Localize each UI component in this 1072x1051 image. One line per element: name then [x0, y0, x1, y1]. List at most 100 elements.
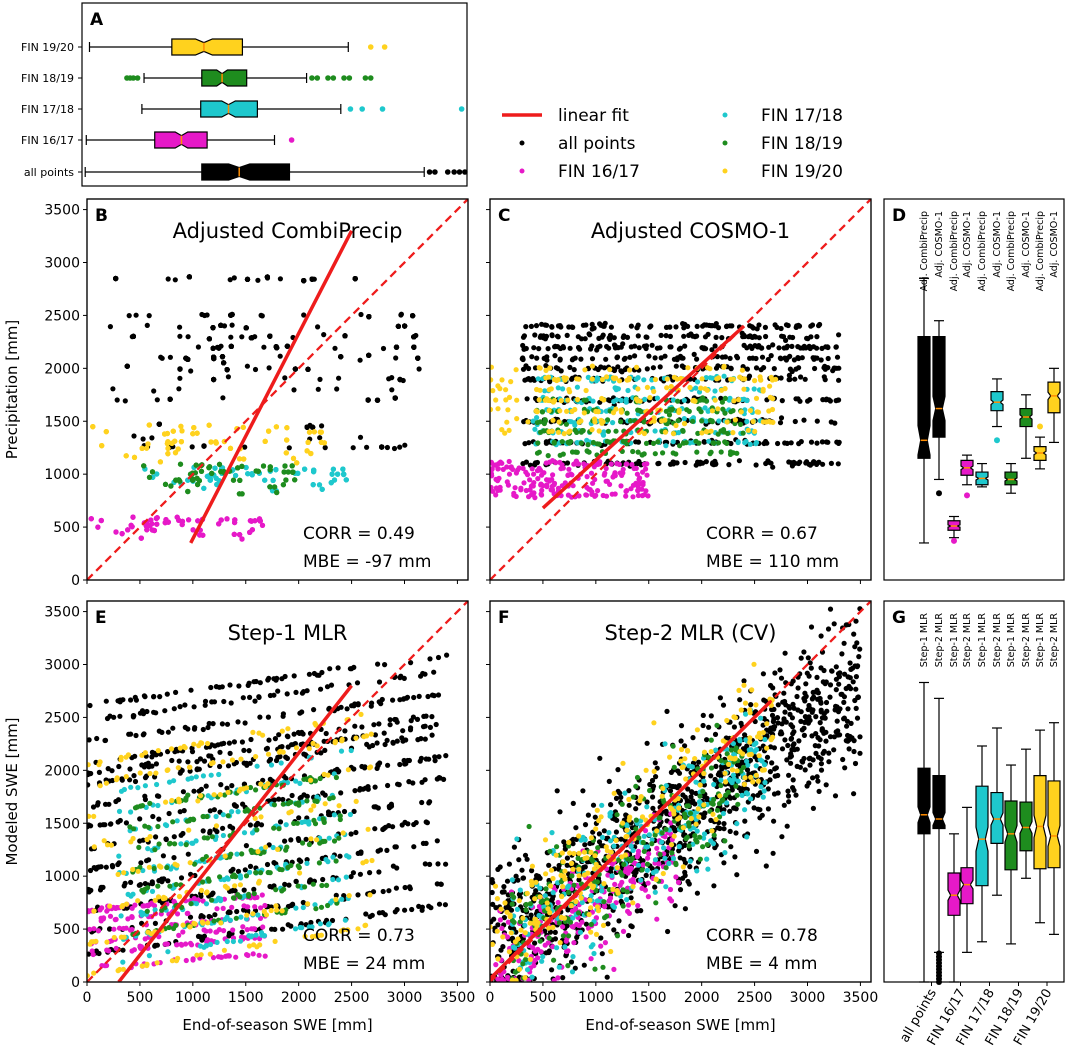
data-point [155, 883, 161, 889]
data-point [317, 775, 323, 782]
data-point [194, 430, 200, 436]
data-point [318, 750, 324, 756]
data-point [614, 354, 621, 360]
data-point [409, 906, 415, 913]
data-point [324, 882, 330, 889]
data-point [634, 364, 640, 370]
outlier [367, 44, 374, 50]
data-point [818, 357, 824, 363]
data-point [228, 700, 234, 706]
data-point [242, 444, 248, 450]
data-point [367, 914, 373, 920]
data-point [197, 756, 203, 762]
data-point [435, 692, 442, 698]
data-point [663, 443, 669, 449]
data-point [144, 708, 150, 715]
outlier [314, 75, 321, 81]
data-point [271, 692, 277, 698]
data-point [87, 889, 92, 895]
data-point [537, 467, 544, 473]
data-point [129, 914, 135, 920]
data-point [818, 756, 824, 762]
data-point [666, 412, 673, 418]
data-point [113, 275, 119, 282]
data-point [181, 743, 187, 750]
data-point [183, 957, 189, 964]
data-point [301, 312, 307, 318]
data-point [176, 932, 182, 939]
data-point [197, 532, 203, 538]
data-point [273, 757, 280, 764]
data-point [750, 418, 756, 425]
data-point [763, 863, 769, 869]
data-point [185, 334, 191, 340]
data-point [103, 780, 109, 786]
data-point [398, 312, 404, 318]
data-point [823, 397, 829, 403]
data-point [238, 914, 244, 920]
data-point [235, 868, 242, 875]
boxplot-fin-19-20 [88, 38, 388, 56]
data-point [87, 782, 91, 788]
data-point [643, 345, 649, 352]
data-point [348, 747, 354, 754]
data-point [312, 778, 318, 784]
data-point [382, 662, 388, 668]
data-point [571, 367, 577, 373]
data-point [629, 462, 635, 468]
data-point [96, 762, 102, 768]
data-point [119, 904, 125, 910]
data-point [244, 806, 250, 813]
data-point [832, 793, 839, 799]
data-point [187, 914, 194, 920]
data-point [673, 324, 679, 330]
data-point [254, 827, 260, 833]
data-point [87, 822, 92, 828]
data-point [615, 364, 621, 370]
data-point [219, 954, 225, 960]
data-point [557, 323, 563, 329]
data-point [195, 798, 201, 804]
data-point [379, 444, 385, 450]
data-point [156, 863, 163, 869]
data-point [111, 926, 117, 932]
data-point [293, 745, 300, 751]
data-point [574, 384, 581, 390]
data-point [699, 418, 705, 424]
data-point [366, 765, 373, 771]
legend-label: FIN 16/17 [558, 162, 640, 182]
data-point [529, 354, 535, 360]
data-point [490, 466, 495, 472]
data-point [159, 355, 165, 361]
data-point [97, 822, 103, 828]
data-point [247, 760, 253, 766]
data-point [218, 898, 224, 904]
data-point [844, 723, 850, 729]
legend-label: FIN 17/18 [761, 106, 843, 126]
data-point [385, 762, 391, 768]
data-point [346, 893, 352, 899]
data-point [165, 749, 171, 755]
outlier [379, 106, 386, 112]
data-point [116, 853, 122, 859]
data-point [424, 820, 430, 826]
data-point [532, 460, 539, 466]
data-point [188, 775, 194, 781]
data-point [427, 799, 433, 805]
data-point [273, 887, 279, 893]
data-point [788, 440, 794, 446]
data-point [611, 335, 617, 341]
data-point [340, 927, 347, 933]
data-point [425, 693, 431, 700]
outlier [346, 75, 353, 81]
data-point [236, 683, 242, 689]
data-point [536, 397, 542, 403]
data-point [282, 881, 288, 888]
data-point [685, 365, 691, 371]
data-point [695, 430, 701, 436]
data-point [96, 950, 102, 957]
data-point [663, 333, 669, 339]
data-point [783, 337, 789, 343]
data-point [727, 451, 734, 457]
data-point [641, 492, 648, 498]
